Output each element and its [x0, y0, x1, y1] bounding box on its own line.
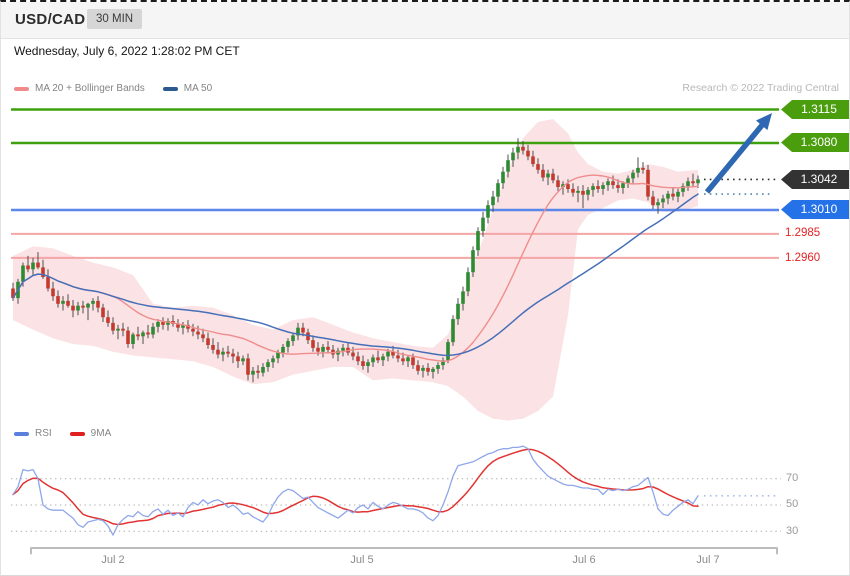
resistance-tag-1p3115: 1.3115 [781, 100, 849, 119]
price-legend: MA 20 + Bollinger Bands MA 50 [14, 83, 212, 94]
title-bar: USD/CAD 30 MIN [1, 2, 849, 39]
rsi-swatch-icon [14, 431, 29, 436]
legend-label-ma50: MA 50 [183, 83, 213, 94]
x-axis-label-jul5: Jul 5 [350, 554, 374, 566]
support-tag-1p3010: 1.3010 [781, 200, 849, 219]
legend-item-ma20-bollinger: MA 20 + Bollinger Bands [14, 83, 145, 94]
legend-item-ma50: MA 50 [162, 83, 213, 94]
rsi-legend: RSI 9MA [14, 428, 111, 439]
legend-label-rsi: RSI [35, 428, 52, 439]
timeframe-badge: 30 MIN [87, 9, 143, 29]
x-axis-label-jul7: Jul 7 [696, 554, 720, 566]
instrument-symbol: USD/CAD [15, 11, 86, 28]
legend-label-ma20-bollinger: MA 20 + Bollinger Bands [35, 83, 145, 94]
last-price-tag: 1.3042 [781, 170, 849, 189]
support-label-1p2985: 1.2985 [785, 227, 821, 239]
rsi-scale-50: 50 [786, 498, 799, 510]
legend-item-9ma: 9MA [69, 428, 112, 439]
x-axis-label-jul2: Jul 2 [101, 554, 125, 566]
rsi-scale-70: 70 [786, 472, 799, 484]
legend-item-rsi: RSI [14, 428, 52, 439]
rsi-scale-30: 30 [786, 525, 799, 537]
ma50-swatch-icon [162, 86, 178, 91]
resistance-tag-1p3080: 1.3080 [781, 133, 849, 152]
x-axis-label-jul6: Jul 6 [572, 554, 596, 566]
support-label-1p2960: 1.2960 [785, 252, 821, 264]
ma20-bollinger-swatch-icon [14, 86, 29, 91]
legend-label-9ma: 9MA [90, 428, 112, 439]
analysis-timestamp: Wednesday, July 6, 2022 1:28:02 PM CET [14, 44, 240, 58]
attribution-text: Research © 2022 Trading Central [682, 82, 839, 94]
rsi-9ma-swatch-icon [69, 431, 85, 436]
